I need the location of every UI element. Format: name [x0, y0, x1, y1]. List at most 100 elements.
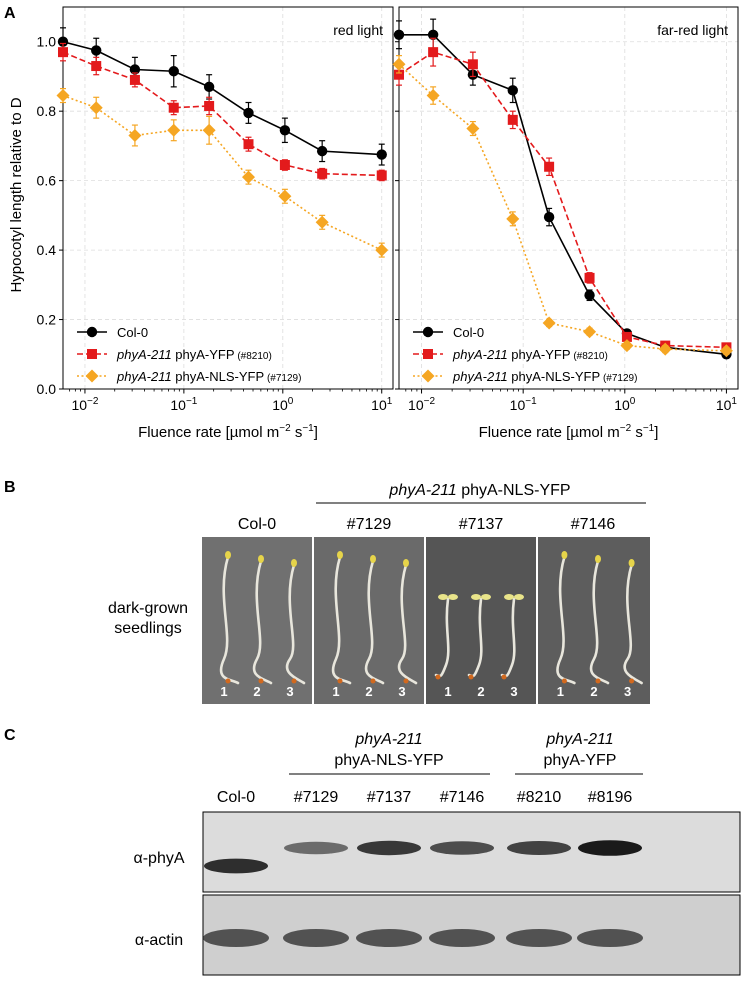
seedling-number: 2 — [477, 684, 484, 699]
seed-coat — [403, 678, 409, 684]
legend-construct: phyA-NLS-YFP — [511, 369, 600, 384]
x-axis-label-text: Fluence rate [µmol m — [138, 424, 279, 441]
x-axis-label-exp: −1 — [302, 423, 314, 434]
legend-label-yfp: phyA-211 phyA-YFP (#8210) — [452, 347, 608, 362]
c-lane-8196: #8196 — [588, 789, 633, 806]
x-tick-exponent: −1 — [525, 396, 537, 407]
x-tick-exponent: 0 — [630, 396, 636, 407]
seedling-number: 1 — [332, 684, 339, 699]
legend-marker-yfp — [423, 349, 433, 359]
data-point-nls — [542, 316, 556, 330]
seedling-number: 1 — [444, 684, 451, 699]
x-tick-exponent: −1 — [186, 396, 198, 407]
data-point-nls — [375, 243, 389, 257]
data-point-yfp — [91, 61, 102, 72]
x-tick-base: 10 — [272, 397, 288, 413]
x-axis-label-exp: −2 — [279, 423, 291, 434]
c-lane-7137: #7137 — [367, 789, 412, 806]
actin-band — [577, 929, 643, 947]
phya-band — [204, 858, 268, 874]
legend-line-id: (#7129) — [600, 373, 637, 384]
data-point-yfp — [58, 47, 68, 58]
c-group1-construct: phyA-NLS-YFP — [334, 752, 443, 769]
data-point-nls — [426, 89, 440, 103]
c-group2-construct: phyA-YFP — [544, 752, 617, 769]
x-tick-base: 10 — [170, 397, 186, 413]
b-group-construct: phyA-NLS-YFP — [461, 482, 570, 499]
series-line-nls — [62, 94, 383, 251]
data-point-nls — [719, 344, 733, 358]
seedling-hypocotyl — [623, 563, 643, 685]
y-tick-label: 0.4 — [37, 242, 57, 258]
x-axis-label-exp: −2 — [620, 423, 632, 434]
data-point-yfp — [467, 59, 478, 70]
seedling-cotyledon — [504, 594, 514, 600]
seed-coat — [370, 678, 376, 684]
western-blots — [202, 811, 741, 976]
seedling-cotyledon — [481, 594, 491, 600]
legend-line-id: (#7129) — [264, 373, 301, 384]
legend-construct: phyA-YFP — [175, 347, 234, 362]
seed-coat — [291, 678, 297, 684]
x-axis-label: Fluence rate [µmol m−2 s−1] — [138, 423, 318, 441]
data-point-nls — [658, 342, 672, 356]
phya-band — [357, 840, 421, 856]
actin-band — [506, 929, 572, 947]
x-axis-label: Fluence rate [µmol m−2 s−1] — [479, 423, 659, 441]
x-tick-base: 10 — [716, 397, 732, 413]
x-tick-label: 10−2 — [71, 396, 98, 413]
x-axis-label-text: s — [631, 424, 643, 441]
seedling-cotyledon — [403, 559, 409, 567]
plot-frame — [62, 6, 394, 390]
seed-coat — [337, 678, 343, 684]
x-tick-base: 10 — [371, 397, 387, 413]
legend-line-id: (#8210) — [235, 351, 272, 362]
data-point-nls — [128, 128, 142, 142]
phya-band — [284, 841, 348, 855]
seedling-cotyledon — [471, 594, 481, 600]
data-point-yfp — [544, 161, 555, 172]
c-blot-label-actin: α-actin — [135, 932, 183, 949]
seedling-number: 1 — [220, 684, 227, 699]
y-axis-label: Hypocotyl length relative to D — [8, 97, 25, 292]
actin-band — [429, 929, 495, 947]
data-point-nls — [392, 57, 406, 71]
legend-marker-col0 — [86, 326, 98, 338]
phya-band — [507, 841, 571, 855]
seedling-cotyledon — [514, 594, 524, 600]
data-point-yfp — [279, 160, 290, 171]
seedling-cotyledon — [370, 555, 376, 563]
data-point-col0 — [507, 85, 518, 96]
x-axis-label-text: ] — [314, 424, 318, 441]
panel-title: far-red light — [657, 22, 728, 38]
data-point-yfp — [428, 47, 439, 58]
x-tick-exponent: 1 — [387, 396, 393, 407]
legend-mutant: phyA-211 — [116, 347, 175, 362]
data-point-col0 — [243, 107, 254, 119]
x-tick-exponent: 0 — [288, 396, 294, 407]
data-point-yfp — [621, 331, 632, 342]
x-tick-base: 10 — [71, 397, 87, 413]
x-tick-label: 101 — [371, 396, 393, 413]
seedling-cotyledon — [561, 551, 568, 559]
actin-band — [283, 929, 349, 947]
legend-label-col0: Col-0 — [453, 325, 484, 340]
data-point-col0 — [91, 45, 102, 56]
c-lane-7129: #7129 — [294, 789, 339, 806]
c-blot-label-phya: α-phyA — [133, 850, 184, 867]
data-point-nls — [620, 339, 634, 353]
data-point-nls — [56, 89, 70, 103]
y-tick-label: 0.8 — [37, 103, 57, 119]
panel-label-a: A — [4, 5, 16, 22]
data-point-nls — [466, 122, 480, 136]
legend-marker-col0 — [422, 326, 434, 338]
legend-mutant: phyA-211 — [452, 369, 511, 384]
x-axis-label-text: ] — [654, 424, 658, 441]
data-point-col0 — [129, 64, 141, 75]
series-line-yfp — [398, 51, 727, 349]
seedling-number: 3 — [510, 684, 517, 699]
seedling-cotyledon — [258, 555, 264, 563]
plot-frame — [398, 6, 739, 390]
data-point-col0 — [168, 66, 179, 77]
